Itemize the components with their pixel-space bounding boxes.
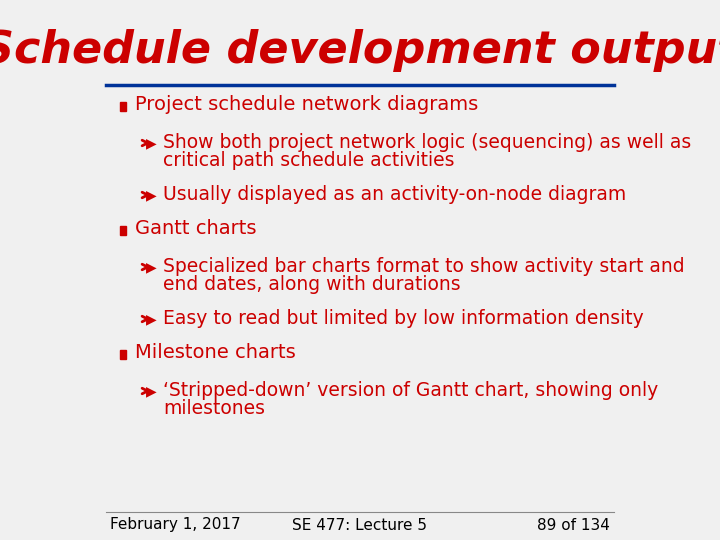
Bar (120, 102, 126, 111)
Text: Milestone charts: Milestone charts (135, 343, 296, 362)
Text: milestones: milestones (163, 400, 265, 419)
Text: SE 477: Lecture 5: SE 477: Lecture 5 (292, 517, 428, 532)
Text: Easy to read but limited by low information density: Easy to read but limited by low informat… (163, 309, 644, 328)
Text: ▶: ▶ (146, 188, 157, 202)
Text: critical path schedule activities: critical path schedule activities (163, 152, 454, 171)
Text: ▶: ▶ (146, 384, 157, 398)
Text: Specialized bar charts format to show activity start and: Specialized bar charts format to show ac… (163, 258, 685, 276)
Text: ▶: ▶ (146, 260, 157, 274)
Text: end dates, along with durations: end dates, along with durations (163, 275, 461, 294)
Text: ▶: ▶ (146, 136, 157, 150)
Text: Show both project network logic (sequencing) as well as: Show both project network logic (sequenc… (163, 133, 691, 152)
Text: ▶: ▶ (146, 312, 157, 326)
Text: 89 of 134: 89 of 134 (537, 517, 610, 532)
Text: Usually displayed as an activity-on-node diagram: Usually displayed as an activity-on-node… (163, 186, 626, 205)
Text: ‘Stripped-down’ version of Gantt chart, showing only: ‘Stripped-down’ version of Gantt chart, … (163, 381, 658, 401)
Text: Gantt charts: Gantt charts (135, 219, 257, 239)
Text: February 1, 2017: February 1, 2017 (110, 517, 240, 532)
Text: Project schedule network diagrams: Project schedule network diagrams (135, 96, 479, 114)
Bar (120, 226, 126, 234)
Text: Schedule development output: Schedule development output (0, 29, 720, 71)
Bar (120, 349, 126, 359)
